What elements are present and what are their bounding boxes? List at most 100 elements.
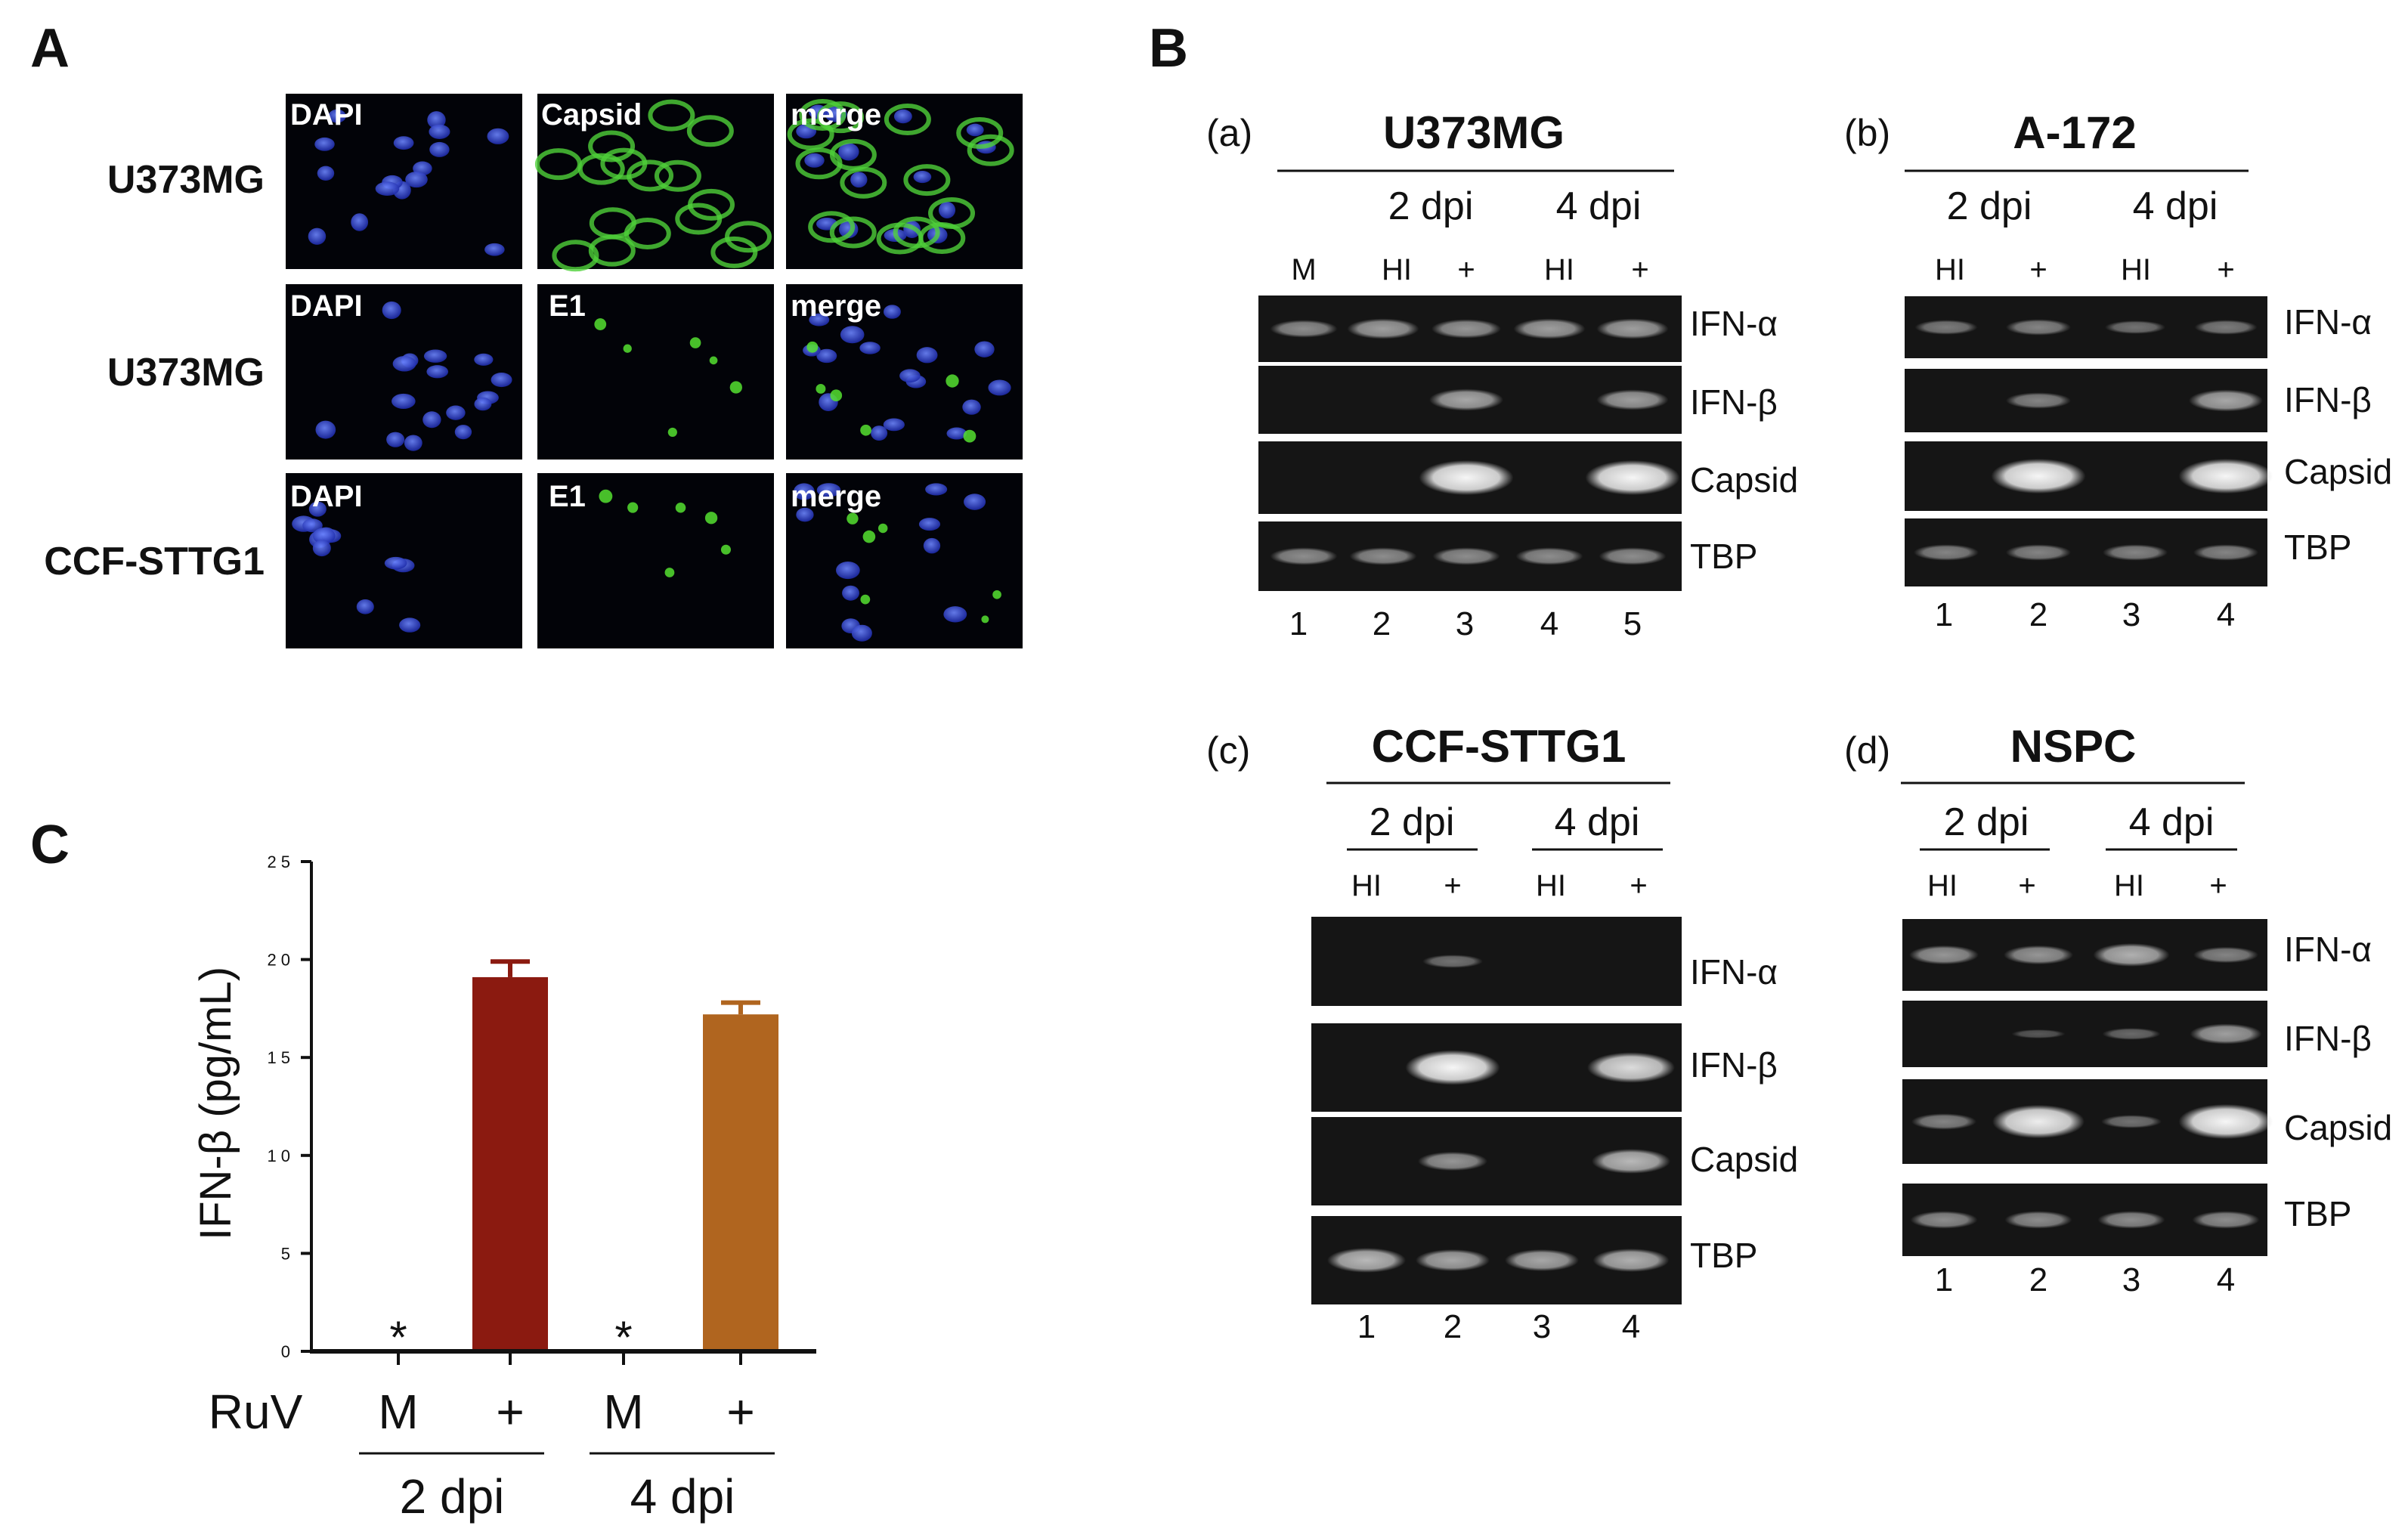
capsid-signal: [588, 130, 636, 162]
lane-number: 2: [2029, 1261, 2047, 1298]
nucleus-mark: [315, 420, 336, 439]
condition-label: +: [726, 1385, 754, 1439]
channel-label: merge: [791, 98, 881, 132]
dpi-label: 4 dpi: [2133, 184, 2218, 228]
subpanel-title: A-172: [2013, 107, 2136, 158]
gene-label: IFN-α: [1690, 952, 1778, 992]
nucleus-mark: [328, 109, 346, 123]
gel-band: [1910, 1211, 1978, 1229]
nucleus-mark: [351, 213, 369, 231]
nucleus-mark: [386, 432, 405, 447]
panel-a-row-label-2: U373MG: [107, 351, 265, 395]
panel-a-row-label-3: CCF-STTG1: [44, 540, 265, 583]
lane-number: 2: [2029, 596, 2047, 633]
y-tick-label: 25: [268, 853, 295, 871]
gene-label: TBP: [1690, 537, 1757, 576]
nucleus-mark: [314, 137, 335, 151]
gel-band: [1327, 1248, 1406, 1273]
capsid-signal: [829, 216, 877, 249]
nucleus-mark: [962, 399, 981, 415]
gel-strips: [1905, 296, 2273, 586]
gel-band: [2103, 544, 2168, 561]
dpi-label: 4 dpi: [2129, 800, 2215, 844]
e1-signal: [729, 381, 742, 394]
gel-band: [2193, 946, 2258, 964]
gel-band: [2178, 1103, 2273, 1140]
lane-number: 4: [2217, 1261, 2235, 1298]
e1-signal: [806, 341, 819, 353]
nucleus-mark: [474, 397, 492, 411]
channel-label: DAPI: [290, 480, 363, 513]
bar-2: [472, 976, 548, 1351]
bar-chart: IFN-β (pg/mL) 0 5 10 15 20 25 * * RuV M + M +…: [191, 853, 816, 1524]
nucleus-mark: [487, 128, 509, 144]
nucleus-mark: [474, 353, 494, 366]
gene-label: IFN-β: [1690, 1045, 1778, 1085]
e1-signal: [860, 424, 871, 436]
gel-band: [2097, 1211, 2165, 1229]
gel-band: [1349, 547, 1417, 565]
condition-label: HI: [2121, 253, 2151, 286]
nucleus-mark: [308, 501, 327, 517]
e1-signal: [689, 337, 701, 348]
condition-label: HI: [1536, 869, 1566, 902]
condition-label: +: [1444, 869, 1461, 902]
nucleus-mark: [943, 606, 967, 623]
lane-number: 2: [1373, 605, 1391, 642]
lane-number: 3: [2122, 1261, 2140, 1298]
gel-subpanel-d: (d) NSPC 2 dpi 4 dpi HI + HI + IFN-α IFN…: [1844, 721, 2392, 1298]
nucleus-mark: [796, 507, 814, 522]
y-axis-ticks: 0 5 10 15 20 25: [268, 853, 311, 1361]
nucleus-mark: [836, 562, 860, 580]
nucleus-mark: [393, 136, 414, 150]
gel-band: [1911, 1113, 1976, 1130]
e1-signal: [709, 356, 718, 365]
capsid-signal: [903, 164, 951, 197]
gel-band: [1585, 460, 1680, 496]
gel-band: [2178, 458, 2273, 494]
capsid-signal: [817, 101, 865, 134]
gel-band: [2190, 1023, 2262, 1044]
condition-label: HI: [1382, 253, 1412, 286]
capsid-signal: [884, 103, 931, 135]
condition-label: M: [1291, 253, 1316, 286]
gel-band: [1422, 955, 1483, 968]
gene-label: TBP: [2284, 528, 2351, 567]
nucleus-mark: [422, 411, 441, 429]
lane-number: 5: [1623, 605, 1642, 642]
capsid-signal: [725, 221, 772, 253]
lane-number: 1: [1935, 1261, 1953, 1298]
nucleus-mark: [429, 124, 450, 139]
nucleus-mark: [925, 483, 948, 496]
gel-band: [1592, 1249, 1670, 1272]
nucleus-mark: [384, 556, 407, 570]
nucleus-mark: [899, 369, 921, 383]
gel-band: [1515, 547, 1583, 565]
dpi-label: 4 dpi: [1555, 800, 1640, 844]
nucleus-mark: [946, 427, 967, 440]
gel-band: [1432, 547, 1500, 565]
nucleus-mark: [840, 326, 865, 344]
gel-band: [1347, 318, 1419, 339]
channel-label: Capsid: [541, 98, 642, 132]
subpanel-title: U373MG: [1383, 107, 1565, 158]
capsid-signal: [967, 134, 1014, 166]
condition-label: M: [603, 1385, 643, 1439]
gel-band: [1914, 320, 1978, 335]
gel-band: [1416, 1249, 1490, 1271]
nucleus-mark: [918, 518, 941, 531]
lane-number: 3: [2122, 596, 2140, 633]
lane-number: 1: [1289, 605, 1308, 642]
dpi-label: 2 dpi: [1388, 184, 1474, 228]
nucleus-mark: [809, 313, 830, 326]
asterisk-marker: *: [614, 1312, 632, 1363]
gene-label: Capsid: [1690, 460, 1798, 500]
dpi-label: 4 dpi: [1556, 184, 1642, 228]
nucleus-mark: [382, 301, 401, 320]
nucleus-mark: [484, 243, 505, 256]
condition-label: M: [378, 1385, 418, 1439]
y-tick-label: 15: [268, 1048, 295, 1067]
asterisk-marker: *: [389, 1312, 407, 1363]
condition-label: HI: [1935, 253, 1965, 286]
gene-label: IFN-β: [2284, 380, 2372, 419]
